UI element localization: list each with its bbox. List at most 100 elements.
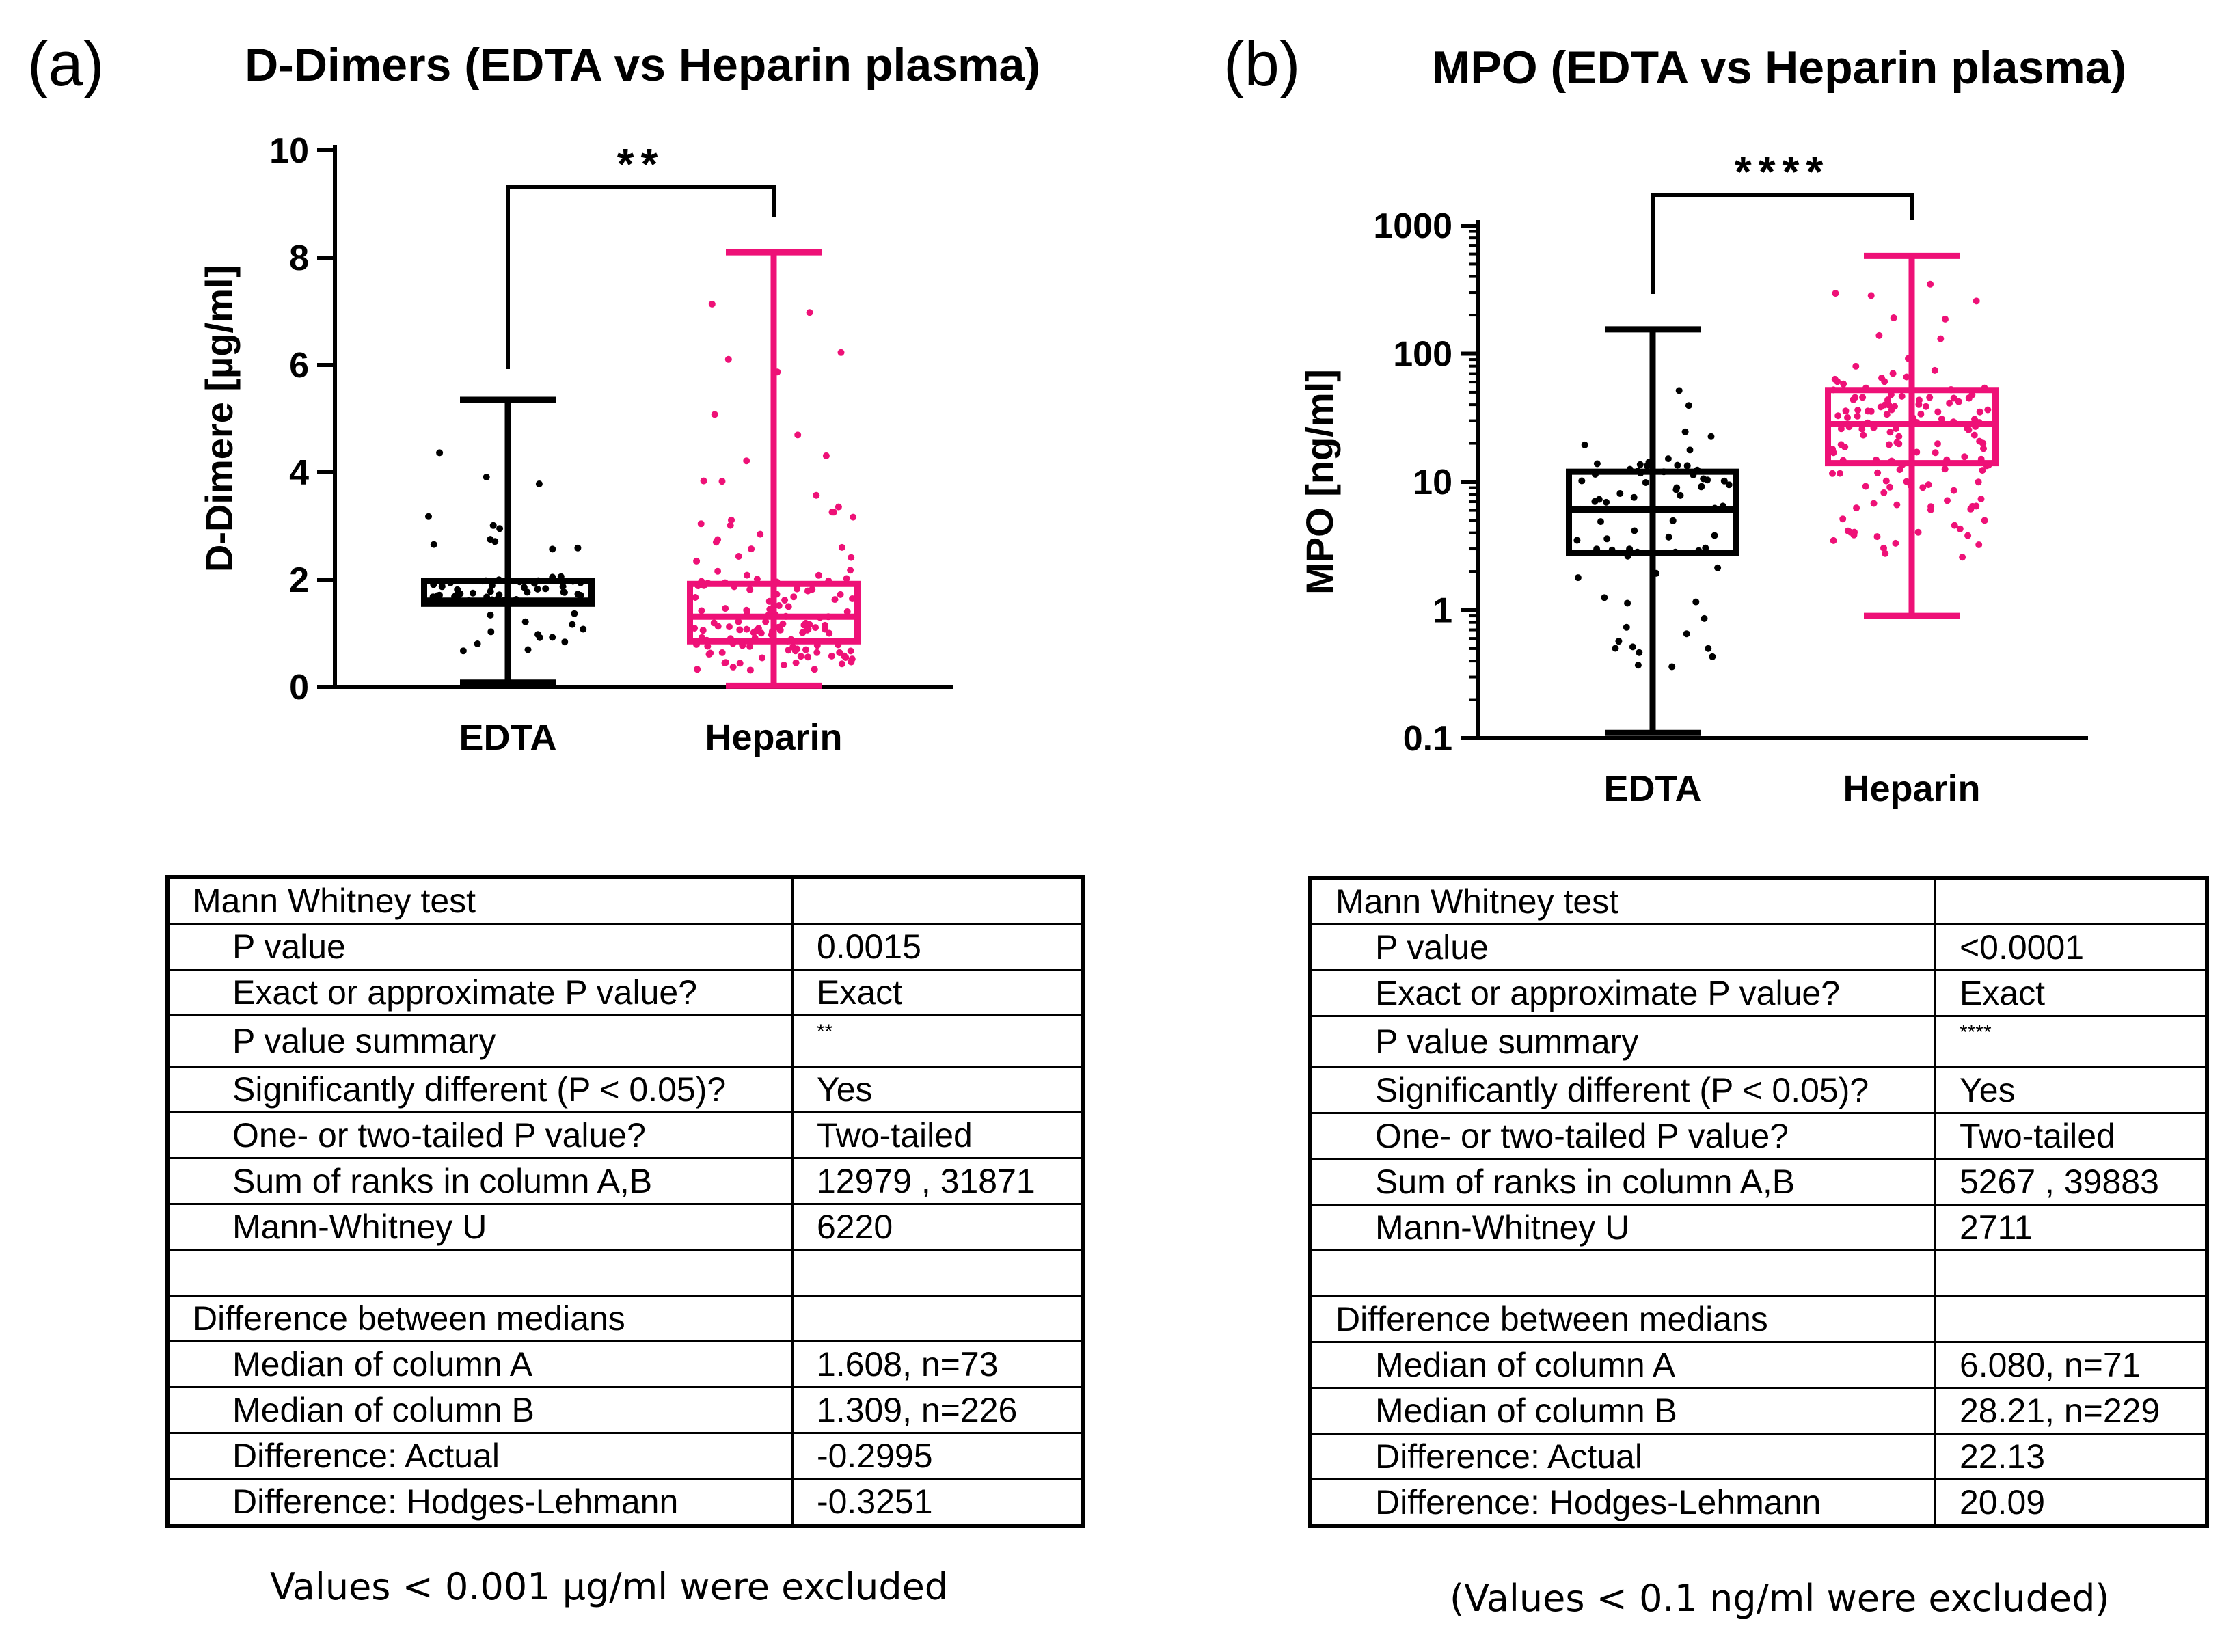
data-point xyxy=(1905,355,1912,362)
data-point xyxy=(1927,506,1934,513)
data-point xyxy=(1683,630,1690,638)
data-point xyxy=(773,578,781,586)
data-point xyxy=(837,591,844,598)
stats-row: Difference between medians xyxy=(1309,1295,2208,1343)
data-point xyxy=(847,647,854,655)
stats-label: Difference between medians xyxy=(1309,1295,1936,1343)
data-point xyxy=(1672,548,1679,556)
data-point xyxy=(1636,649,1643,656)
stats-value: 2711 xyxy=(1934,1204,2208,1251)
data-point xyxy=(1964,532,1972,539)
data-point xyxy=(1834,412,1842,420)
stats-row: Significantly different (P < 0.05)? Yes xyxy=(166,1066,1085,1113)
stats-value: 5267 , 39883 xyxy=(1934,1158,2208,1206)
data-point xyxy=(1917,410,1925,418)
data-point xyxy=(1626,545,1634,553)
stats-row: Median of column A 6.080, n=71 xyxy=(1309,1341,2208,1389)
data-point xyxy=(698,607,705,614)
stats-label: Significantly different (P < 0.05)? xyxy=(166,1066,794,1113)
data-point xyxy=(838,660,845,668)
stats-value: 0.0015 xyxy=(791,923,1085,971)
stats-value xyxy=(1934,1295,2208,1343)
stats-value: Exact xyxy=(1934,969,2208,1017)
data-point xyxy=(850,513,857,521)
data-point xyxy=(746,586,754,593)
data-point xyxy=(559,583,567,591)
data-point xyxy=(1914,528,1922,536)
panel-a-title: D-Dimers (EDTA vs Heparin plasma) xyxy=(245,39,1040,91)
data-point xyxy=(1631,527,1638,534)
data-point xyxy=(1886,429,1894,436)
figure-canvas: (a) D-Dimers (EDTA vs Heparin plasma) 0 2… xyxy=(27,29,2126,809)
data-point xyxy=(489,578,497,586)
data-point xyxy=(792,659,800,666)
data-point xyxy=(1669,517,1677,524)
significance-bracket xyxy=(506,185,776,369)
data-point xyxy=(1844,414,1851,421)
data-point xyxy=(1629,643,1636,651)
data-point xyxy=(691,625,699,632)
significance-stars: ** xyxy=(617,139,665,189)
data-point xyxy=(751,634,759,642)
data-point xyxy=(1725,481,1733,489)
data-point xyxy=(1830,449,1837,457)
stats-row: Difference: Hodges-Lehmann 20.09 xyxy=(1309,1478,2208,1528)
stats-row: Mann-Whitney U 6220 xyxy=(166,1203,1085,1251)
data-point xyxy=(1573,537,1581,544)
data-point xyxy=(1907,482,1914,489)
data-point xyxy=(1698,483,1705,491)
data-point xyxy=(542,585,550,593)
data-point xyxy=(437,578,444,585)
data-point xyxy=(1903,373,1910,381)
stats-value: 1.309, n=226 xyxy=(791,1386,1085,1434)
data-point xyxy=(705,651,713,658)
data-point xyxy=(1919,484,1927,491)
data-point xyxy=(469,589,476,597)
stats-label: P value summary xyxy=(166,1014,794,1068)
stats-row: Difference: Actual 22.13 xyxy=(1309,1433,2208,1480)
data-point xyxy=(1653,569,1660,577)
stats-label: Sum of ranks in column A,B xyxy=(166,1157,794,1205)
data-point xyxy=(748,545,755,553)
data-point xyxy=(693,557,701,565)
stats-label: Median of column B xyxy=(166,1386,794,1434)
y-tick-label: 0 xyxy=(289,668,309,707)
stats-row: Sum of ranks in column A,B 12979 , 31871 xyxy=(166,1157,1085,1205)
data-point xyxy=(1880,489,1888,496)
data-point xyxy=(1642,479,1649,486)
data-point xyxy=(1898,392,1906,400)
stats-label: Exact or approximate P value? xyxy=(166,969,794,1016)
data-point xyxy=(571,610,578,617)
data-point xyxy=(1626,465,1634,473)
data-point xyxy=(1882,477,1890,485)
panel-b-chart: 0.1 1 10 100 1000 MPO [ng/ml] EDTA Heparin **** xyxy=(1298,147,2088,809)
stats-value: 22.13 xyxy=(1934,1433,2208,1480)
data-point xyxy=(1885,441,1893,448)
data-point xyxy=(1927,280,1934,288)
box-heparin: Heparin xyxy=(687,249,861,758)
data-point xyxy=(721,579,729,586)
data-point xyxy=(708,300,716,308)
data-point xyxy=(729,640,737,647)
data-point xyxy=(746,666,754,674)
data-point xyxy=(714,536,722,543)
data-point xyxy=(762,618,770,625)
data-point xyxy=(1829,470,1836,477)
data-point xyxy=(1903,478,1910,485)
panel-b-stats-table: Mann Whitney test P value <0.0001 Exact or … xyxy=(1308,876,2209,1528)
stats-label xyxy=(1309,1249,1936,1297)
data-point xyxy=(697,520,705,528)
data-point xyxy=(1700,475,1707,483)
data-point xyxy=(746,642,754,650)
data-point xyxy=(693,640,700,648)
data-point xyxy=(520,584,528,591)
data-point xyxy=(1685,402,1692,409)
data-point xyxy=(1852,362,1860,370)
stats-label: Mann Whitney test xyxy=(166,876,794,925)
data-point xyxy=(1968,391,1976,398)
data-point xyxy=(1965,426,1973,433)
data-point xyxy=(1593,545,1601,553)
data-point xyxy=(743,606,750,614)
data-point xyxy=(837,349,845,356)
data-point xyxy=(487,628,495,636)
